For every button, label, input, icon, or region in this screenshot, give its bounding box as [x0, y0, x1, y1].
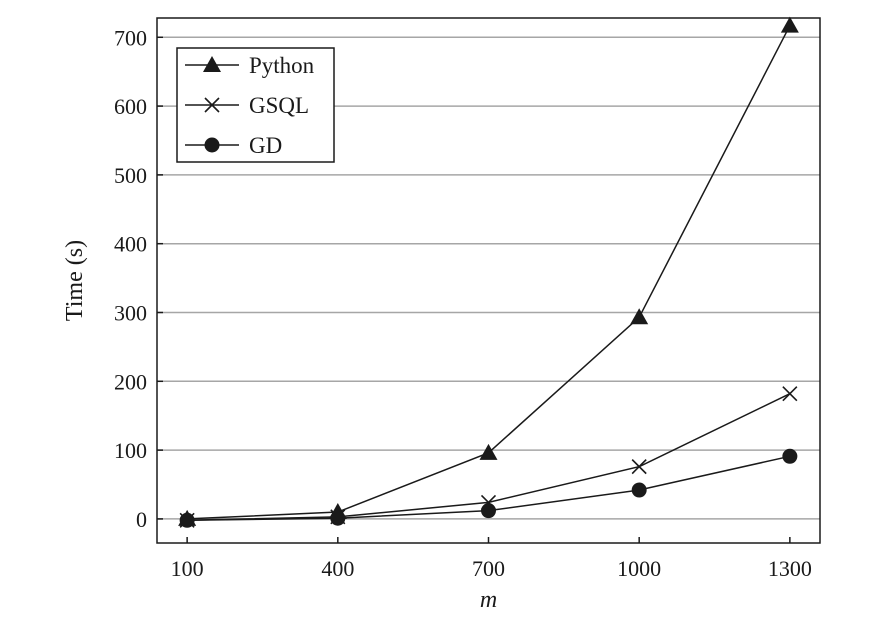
data-point-gsql	[631, 459, 647, 475]
data-point-gd	[179, 512, 195, 528]
x-tick-label: 400	[321, 556, 354, 581]
x-tick-label: 1000	[617, 556, 661, 581]
legend-marker-gd	[204, 137, 220, 153]
data-point-gd	[631, 482, 647, 498]
y-axis-title: Time (s)	[62, 240, 88, 321]
y-tick-label: 0	[136, 507, 147, 532]
y-tick-label: 200	[114, 369, 147, 394]
data-point-gsql	[782, 386, 798, 402]
data-point-gd	[481, 503, 496, 519]
y-tick-label: 400	[114, 232, 147, 257]
legend-marker-python	[203, 56, 221, 72]
x-tick-label: 700	[472, 556, 505, 581]
x-axis: 100 400 700 1000 1300	[171, 537, 812, 581]
data-point-gd	[330, 510, 346, 526]
y-axis: 0 100 200 300 400 500 600 700	[114, 25, 163, 532]
series-gd	[179, 448, 798, 528]
data-point-gd	[782, 448, 798, 464]
legend-marker-gsql	[204, 97, 220, 113]
data-point-python	[630, 308, 649, 325]
legend-label-gsql: GSQL	[249, 93, 309, 118]
x-tick-label: 100	[171, 556, 204, 581]
x-tick-label: 1300	[768, 556, 812, 581]
series-group	[178, 16, 799, 528]
y-tick-label: 100	[114, 438, 147, 463]
x-axis-title: m	[480, 587, 497, 613]
legend-label-python: Python	[249, 53, 315, 78]
data-point-python	[479, 443, 498, 460]
y-tick-label: 700	[114, 25, 147, 50]
legend-label-gd: GD	[249, 133, 282, 158]
data-point-python	[780, 16, 799, 33]
y-tick-label: 600	[114, 94, 147, 119]
y-tick-label: 300	[114, 300, 147, 325]
y-tick-label: 500	[114, 163, 147, 188]
legend: Python GSQL GD	[176, 47, 335, 163]
